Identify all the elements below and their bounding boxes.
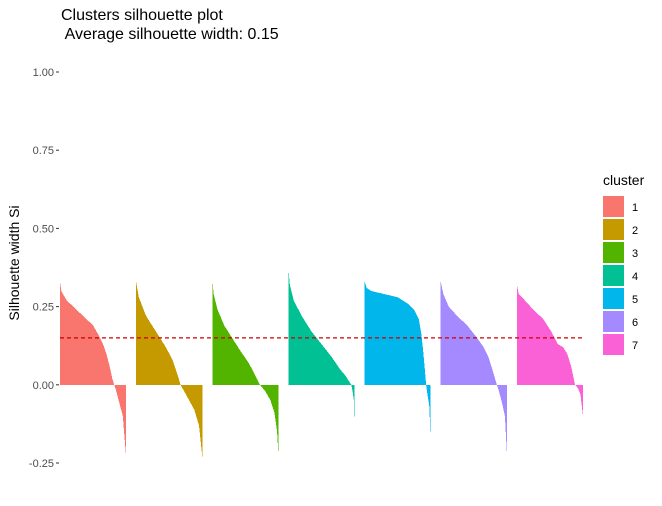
legend-label-1: 1 xyxy=(632,202,638,214)
y-tick-label: 0.75 xyxy=(33,145,54,157)
legend-swatch-3 xyxy=(603,242,624,263)
legend-swatch-4 xyxy=(603,265,624,286)
legend-swatch-5 xyxy=(603,288,624,309)
legend-label-7: 7 xyxy=(632,340,638,352)
legend-label-2: 2 xyxy=(632,225,638,237)
legend-title: cluster xyxy=(603,172,645,188)
y-axis-title: Silhouette width Si xyxy=(6,205,22,320)
legend-label-4: 4 xyxy=(632,271,638,283)
legend-swatch-6 xyxy=(603,311,624,332)
legend-label-5: 5 xyxy=(632,294,638,306)
cluster-3-silhouette xyxy=(212,278,279,454)
y-tick-label: 0.00 xyxy=(33,380,54,392)
y-tick-label: 0.50 xyxy=(33,223,54,235)
cluster-1-silhouette xyxy=(60,281,127,457)
chart-title: Clusters silhouette plot Average silhoue… xyxy=(61,6,279,44)
y-axis: 1.00 0.75 0.50 0.25 0.00 -0.25 xyxy=(29,67,59,470)
y-tick-label: 0.25 xyxy=(33,302,54,314)
legend-swatch-7 xyxy=(603,334,624,355)
cluster-7-silhouette xyxy=(516,284,583,417)
chart-subtitle-line: Average silhouette width: 0.15 xyxy=(61,26,279,43)
y-tick-label: 1.00 xyxy=(33,67,54,79)
cluster-5-silhouette xyxy=(364,281,431,445)
cluster-6-silhouette xyxy=(440,281,507,454)
legend-swatch-2 xyxy=(603,219,624,240)
legend-label-3: 3 xyxy=(632,248,638,260)
legend-label-6: 6 xyxy=(632,317,638,329)
chart-title-line: Clusters silhouette plot xyxy=(61,7,223,24)
y-tick-label: -0.25 xyxy=(29,458,54,470)
legend: cluster 1 2 3 4 5 6 7 xyxy=(603,172,645,355)
cluster-4-silhouette xyxy=(288,269,355,432)
silhouette-bars xyxy=(60,269,583,457)
legend-swatch-1 xyxy=(603,196,624,217)
cluster-2-silhouette xyxy=(136,281,203,457)
